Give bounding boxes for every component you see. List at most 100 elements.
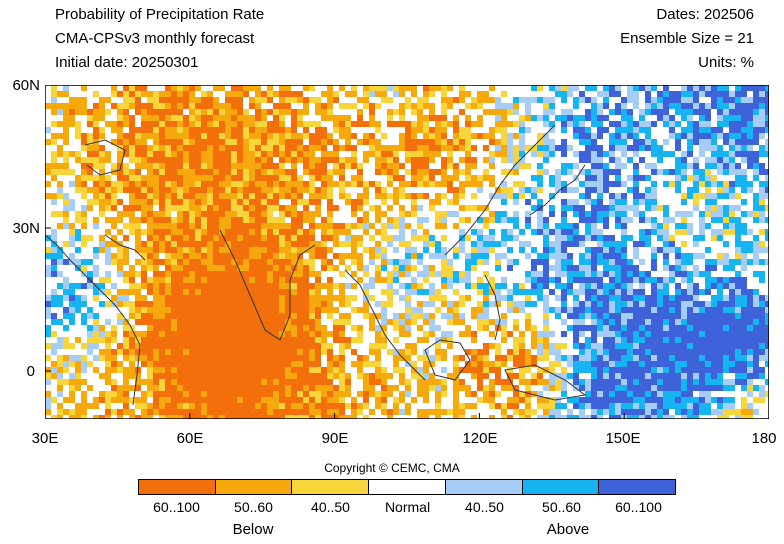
probability-cell [129,409,135,415]
probability-cell [621,379,627,385]
probability-cell [345,301,351,307]
probability-cell [513,193,519,199]
probability-cell [165,127,171,133]
model-label: CMA-CPSv3 monthly forecast [55,30,255,47]
probability-cell [483,145,489,151]
probability-cell [513,103,519,109]
probability-cell [393,289,399,295]
probability-cell [159,301,165,307]
probability-cell [315,367,321,373]
probability-cell [171,223,177,229]
probability-cell [759,133,765,139]
probability-cell [183,379,189,385]
probability-cell [309,139,315,145]
probability-cell [45,355,51,361]
probability-cell [285,271,291,277]
probability-cell [147,313,153,319]
probability-cell [747,301,753,307]
probability-cell [651,151,657,157]
probability-cell [699,271,705,277]
probability-cell [543,397,549,403]
probability-cell [237,85,243,91]
probability-cell [249,325,255,331]
probability-cell [267,241,273,247]
probability-cell [603,331,609,337]
probability-cell [267,235,273,241]
probability-cell [597,121,603,127]
probability-cell [429,331,435,337]
probability-cell [273,313,279,319]
probability-cell [561,385,567,391]
probability-cell [747,187,753,193]
probability-cell [279,139,285,145]
probability-cell [303,355,309,361]
probability-cell [555,187,561,193]
probability-cell [609,397,615,403]
probability-cell [309,355,315,361]
probability-cell [255,331,261,337]
probability-cell [327,409,333,415]
probability-cell [441,349,447,355]
probability-cell [579,397,585,403]
probability-cell [177,139,183,145]
probability-cell [63,205,69,211]
probability-cell [513,181,519,187]
probability-cell [579,211,585,217]
probability-cell [645,337,651,343]
probability-cell [261,271,267,277]
probability-cell [525,163,531,169]
probability-cell [705,247,711,253]
probability-cell [627,343,633,349]
probability-cell [123,187,129,193]
probability-cell [171,313,177,319]
probability-cell [261,175,267,181]
probability-cell [651,355,657,361]
probability-cell [243,373,249,379]
probability-cell [615,211,621,217]
probability-cell [477,205,483,211]
probability-cell [663,115,669,121]
probability-cell [153,97,159,103]
probability-cell [645,241,651,247]
probability-cell [555,91,561,97]
probability-cell [57,409,63,415]
probability-cell [249,301,255,307]
probability-cell [159,367,165,373]
probability-cell [75,103,81,109]
probability-cell [339,85,345,91]
probability-cell [237,139,243,145]
probability-cell [591,373,597,379]
probability-cell [753,241,759,247]
probability-cell [57,367,63,373]
probability-cell [663,217,669,223]
probability-cell [333,319,339,325]
probability-cell [177,241,183,247]
probability-cell [393,325,399,331]
probability-cell [603,163,609,169]
probability-cell [579,127,585,133]
probability-cell [201,157,207,163]
probability-cell [657,331,663,337]
probability-cell [471,265,477,271]
probability-cell [495,151,501,157]
probability-cell [735,115,741,121]
probability-cell [51,265,57,271]
probability-cell [555,265,561,271]
probability-cell [165,85,171,91]
probability-cell [375,253,381,259]
probability-cell [465,157,471,163]
probability-cell [699,301,705,307]
probability-cell [621,145,627,151]
probability-cell [417,157,423,163]
probability-cell [267,385,273,391]
probability-cell [717,319,723,325]
probability-cell [753,361,759,367]
probability-cell [147,379,153,385]
probability-cell [741,301,747,307]
probability-cell [51,109,57,115]
probability-cell [597,241,603,247]
probability-cell [597,355,603,361]
probability-cell [621,115,627,121]
probability-cell [153,313,159,319]
probability-cell [597,313,603,319]
